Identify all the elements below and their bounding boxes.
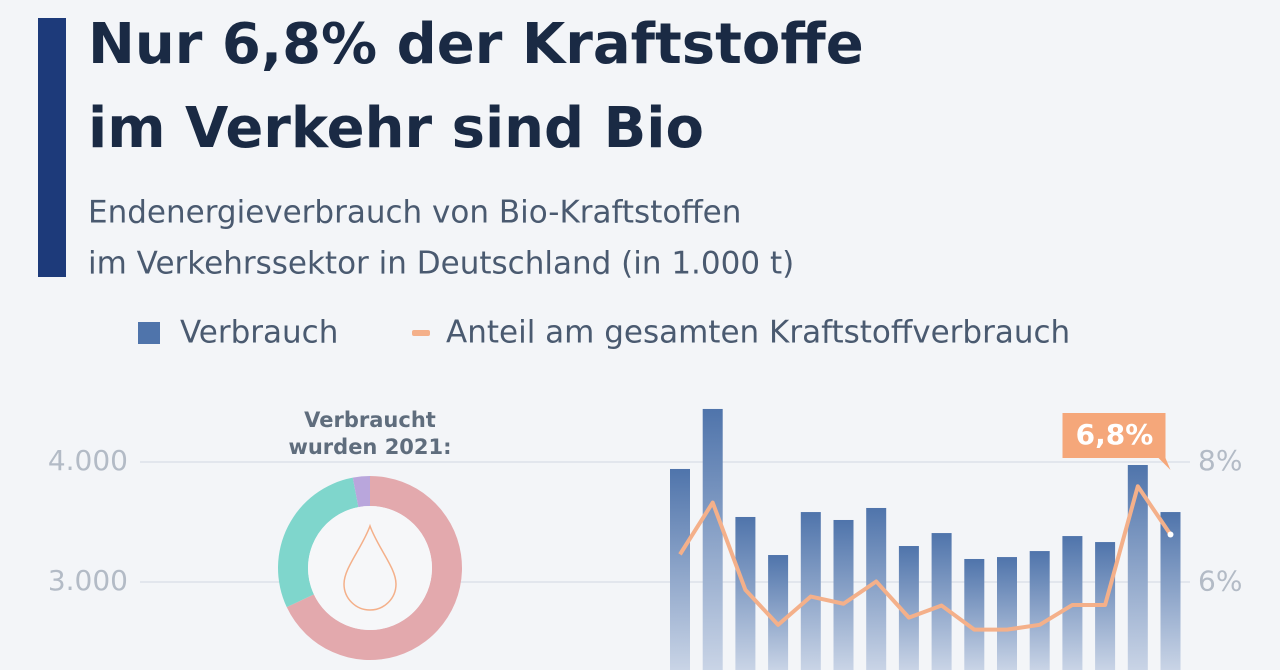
title: Nur 6,8% der Kraftstoffe — [88, 12, 864, 77]
y-tick-label: 4.000 — [48, 444, 128, 477]
title: im Verkehr sind Bio — [88, 96, 704, 161]
y2-tick-label: 6% — [1198, 565, 1242, 598]
line — [678, 484, 1173, 632]
donut-segment — [286, 476, 463, 660]
drop-icon — [343, 523, 397, 611]
donut-label: Verbraucht — [304, 408, 436, 432]
bar — [768, 555, 789, 670]
subtitle: im Verkehrssektor in Deutschland (in 1.0… — [88, 246, 794, 282]
bar — [670, 468, 690, 670]
bar — [1029, 551, 1050, 670]
y-tick-label: 3.000 — [48, 564, 128, 597]
legend-swatch — [138, 322, 160, 344]
bar — [1127, 465, 1148, 670]
donut-segment — [278, 477, 359, 608]
donut-segment — [352, 476, 370, 508]
point — [1167, 531, 1174, 538]
bar — [1160, 512, 1181, 670]
legend-label: Anteil am gesamten Kraftstoffverbrauch — [446, 315, 1070, 351]
y2-tick-label: 8% — [1198, 444, 1242, 477]
bar — [735, 516, 756, 670]
donut-hole — [308, 506, 432, 630]
bar — [964, 558, 985, 670]
bar — [898, 546, 919, 670]
bar — [997, 557, 1017, 670]
bar — [702, 408, 723, 670]
bar — [866, 507, 887, 670]
title-accent — [38, 18, 66, 277]
value-label: 6,8% — [1076, 418, 1154, 451]
legend-swatch — [412, 330, 430, 336]
bar — [800, 512, 821, 670]
legend-label: Verbrauch — [180, 315, 338, 351]
label-box — [1062, 413, 1171, 470]
donut-label: wurden 2021: — [288, 435, 451, 459]
subtitle: Endenergieverbrauch von Bio-Kraftstoffen — [88, 195, 741, 231]
bar — [931, 533, 952, 670]
bar — [833, 519, 854, 670]
